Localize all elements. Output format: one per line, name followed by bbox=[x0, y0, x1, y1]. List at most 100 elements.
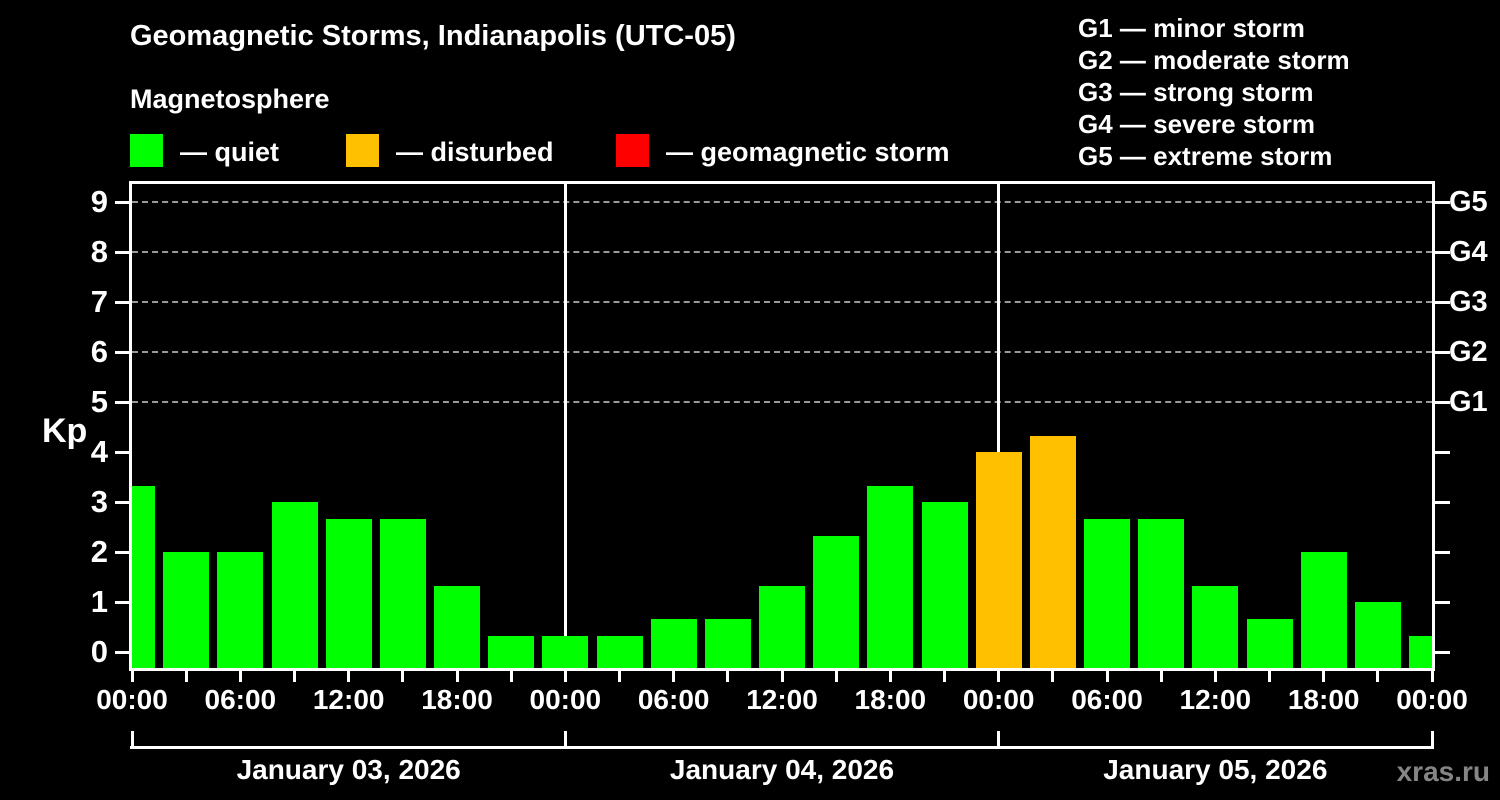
day-bracket-line bbox=[130, 746, 1434, 749]
kp-bar bbox=[1084, 518, 1130, 668]
kp-bar bbox=[271, 502, 318, 668]
right-y-tick bbox=[1433, 600, 1450, 604]
kp-bar bbox=[1409, 635, 1432, 668]
x-tick bbox=[184, 668, 188, 682]
g-level-label: G4 bbox=[1449, 236, 1488, 268]
date-label: January 03, 2026 bbox=[236, 754, 461, 785]
x-tick bbox=[997, 668, 1001, 682]
g-scale-legend: G1 — minor storm G2 — moderate storm G3 … bbox=[1078, 12, 1350, 172]
kp-bar bbox=[1192, 585, 1239, 668]
watermark: xras.ru bbox=[1396, 756, 1490, 787]
x-tick bbox=[943, 668, 946, 682]
storm-swatch-icon bbox=[616, 134, 649, 167]
g-level-label: G5 bbox=[1449, 186, 1488, 218]
right-y-tick bbox=[1433, 400, 1450, 404]
x-tick bbox=[347, 668, 351, 682]
kp-gridline bbox=[132, 301, 1432, 303]
x-tick-label: 18:00 bbox=[854, 684, 927, 715]
x-tick bbox=[1105, 668, 1109, 682]
x-tick bbox=[509, 668, 513, 682]
x-tick bbox=[834, 668, 838, 682]
kp-bar bbox=[434, 585, 480, 668]
x-tick-label: 18:00 bbox=[1287, 684, 1360, 715]
x-tick bbox=[780, 668, 784, 682]
kp-bar bbox=[379, 518, 426, 668]
kp-gridline bbox=[132, 351, 1432, 353]
kp-bar bbox=[704, 618, 751, 668]
x-tick-label: 06:00 bbox=[204, 684, 277, 715]
y-tick-label: 4 bbox=[90, 434, 108, 469]
x-tick bbox=[1322, 668, 1326, 682]
g-level-label: G2 bbox=[1449, 336, 1488, 368]
x-tick bbox=[1213, 668, 1217, 682]
right-y-tick bbox=[1433, 500, 1450, 504]
kp-bar bbox=[1354, 602, 1401, 668]
x-tick bbox=[618, 668, 621, 682]
g-scale-line: G1 — minor storm bbox=[1078, 13, 1305, 43]
g-scale-line: G2 — moderate storm bbox=[1078, 45, 1350, 75]
y-tick-label: 2 bbox=[90, 534, 108, 569]
y-tick-label: 8 bbox=[90, 234, 108, 269]
x-tick bbox=[455, 668, 459, 682]
date-label: January 05, 2026 bbox=[1103, 754, 1328, 785]
y-tick-label: 3 bbox=[90, 484, 108, 519]
x-tick bbox=[1376, 668, 1380, 682]
x-tick bbox=[238, 668, 242, 682]
y-tick-label: 5 bbox=[90, 384, 108, 419]
day-bracket-tick bbox=[563, 731, 567, 746]
kp-bar bbox=[542, 635, 589, 668]
kp-bar bbox=[132, 485, 155, 668]
x-tick bbox=[726, 668, 730, 682]
y-tick bbox=[115, 350, 132, 354]
x-tick bbox=[672, 668, 676, 682]
x-tick bbox=[130, 668, 134, 682]
x-tick bbox=[401, 668, 405, 682]
y-tick-label: 1 bbox=[90, 584, 108, 619]
legend-label-quiet: — quiet bbox=[180, 137, 279, 167]
kp-bar bbox=[1246, 618, 1293, 668]
x-tick bbox=[563, 668, 567, 682]
kp-gridline bbox=[132, 251, 1432, 253]
x-tick-label: 00:00 bbox=[529, 684, 602, 715]
kp-bar bbox=[1029, 435, 1076, 668]
y-tick bbox=[115, 650, 132, 654]
kp-bar bbox=[1300, 552, 1347, 668]
x-tick bbox=[293, 668, 296, 682]
right-y-tick bbox=[1433, 250, 1450, 254]
kp-gridline bbox=[132, 401, 1432, 403]
kp-bar bbox=[921, 502, 968, 668]
kp-bar bbox=[488, 635, 535, 668]
kp-bar bbox=[975, 452, 1022, 668]
kp-bar bbox=[650, 618, 697, 668]
y-tick bbox=[115, 600, 132, 604]
quiet-swatch-icon bbox=[130, 134, 163, 167]
y-tick bbox=[115, 200, 132, 204]
right-y-tick bbox=[1433, 200, 1450, 204]
x-tick-label: 12:00 bbox=[746, 684, 818, 715]
x-tick bbox=[888, 668, 892, 682]
x-tick-label: 06:00 bbox=[637, 684, 710, 715]
x-tick-label: 00:00 bbox=[96, 684, 168, 715]
day-bracket-tick bbox=[130, 731, 134, 746]
right-y-tick bbox=[1433, 450, 1450, 454]
g-scale-line: G5 — extreme storm bbox=[1078, 141, 1333, 171]
kp-bar bbox=[596, 635, 643, 668]
g-level-label: G3 bbox=[1449, 286, 1488, 318]
day-separator-line bbox=[563, 184, 567, 668]
right-y-tick bbox=[1433, 650, 1450, 654]
x-tick bbox=[1430, 668, 1434, 682]
day-separator-line bbox=[997, 184, 1001, 668]
y-tick-label: 6 bbox=[90, 334, 108, 369]
kp-bar bbox=[1138, 518, 1185, 668]
x-tick-label: 00:00 bbox=[1396, 684, 1468, 715]
y-tick-label: 7 bbox=[90, 284, 108, 319]
chart-subtitle: Magnetosphere bbox=[130, 84, 330, 114]
x-tick-label: 12:00 bbox=[1179, 684, 1252, 715]
x-tick bbox=[1051, 668, 1055, 682]
g-scale-line: G3 — strong storm bbox=[1078, 77, 1314, 107]
right-y-tick bbox=[1433, 350, 1450, 354]
x-tick-label: 12:00 bbox=[312, 684, 385, 715]
x-tick-label: 18:00 bbox=[421, 684, 493, 715]
y-tick bbox=[115, 300, 132, 304]
